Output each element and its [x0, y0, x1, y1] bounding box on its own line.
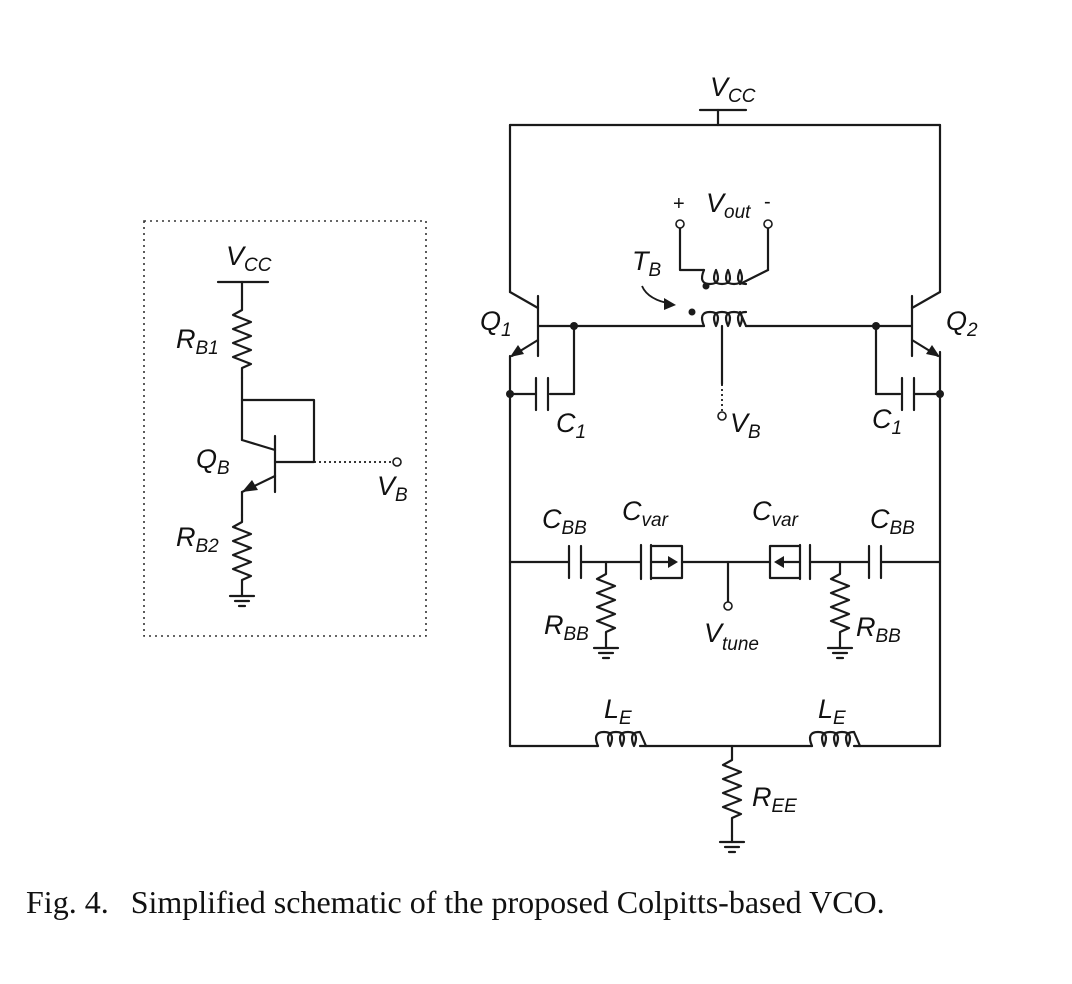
bias-ground-icon [228, 588, 256, 608]
vtune-terminal [723, 601, 733, 611]
qb-label: QB [196, 444, 230, 479]
tb-label: TB [632, 246, 662, 281]
ree-label: REE [752, 782, 797, 817]
le-left-label: LE [604, 694, 632, 729]
cbb-right-label: CBB [870, 504, 915, 539]
vout-minus-terminal [763, 219, 773, 229]
qb-diode-connection [240, 398, 316, 464]
figure-caption: Fig. 4. Simplified schematic of the propo… [26, 884, 885, 921]
bias-circuit: VCC RB1 QB RB2 VB [143, 220, 427, 637]
vout-label: Vout [706, 188, 751, 223]
vb-label: VB [730, 408, 761, 443]
rb1-label: RB1 [176, 324, 219, 359]
rbb-right-ground-icon [826, 640, 854, 660]
caption-text: Simplified schematic of the proposed Col… [130, 884, 885, 920]
cbb-left-label: CBB [542, 504, 587, 539]
vout-minus-sign: - [764, 191, 771, 213]
vcc-label: VCC [710, 72, 756, 107]
transformer-tb [688, 268, 770, 328]
rbb-left-resistor [595, 560, 617, 644]
vout-plus-sign: + [673, 193, 685, 215]
le-left-inductor [594, 730, 648, 748]
le-right-label: LE [818, 694, 846, 729]
le-right-inductor [808, 730, 862, 748]
ree-resistor [721, 744, 743, 838]
c1-right-label: C1 [872, 404, 902, 439]
rbb-left-ground-icon [592, 640, 620, 660]
q1-label: Q1 [480, 306, 512, 341]
q2-label: Q2 [946, 306, 978, 341]
rbb-left-label: RBB [544, 610, 589, 645]
rb2-resistor [231, 513, 253, 592]
rbb-right-label: RBB [856, 612, 901, 647]
ree-ground-icon [718, 834, 746, 854]
rbb-right-resistor [829, 560, 851, 644]
cvar-right-varactor [768, 543, 812, 581]
cvar-left-varactor [639, 543, 684, 581]
bias-vcc-label: VCC [226, 241, 272, 276]
vout-plus-terminal [675, 219, 685, 229]
vtune-label: Vtune [704, 618, 759, 655]
figure-number: Fig. 4. [26, 884, 109, 920]
bias-vb-label: VB [377, 471, 408, 506]
rb1-resistor [231, 298, 253, 380]
vb-terminal [717, 411, 727, 421]
qb-transistor [240, 434, 277, 494]
cvar-left-label: Cvar [622, 496, 669, 531]
rb2-label: RB2 [176, 522, 219, 557]
bias-vb-terminal [392, 457, 402, 467]
cvar-right-label: Cvar [752, 496, 799, 531]
c1-left-label: C1 [556, 408, 586, 443]
vco-core: VCC Q1 Q2 [480, 72, 978, 854]
bias-circuit-boundary [143, 220, 427, 637]
